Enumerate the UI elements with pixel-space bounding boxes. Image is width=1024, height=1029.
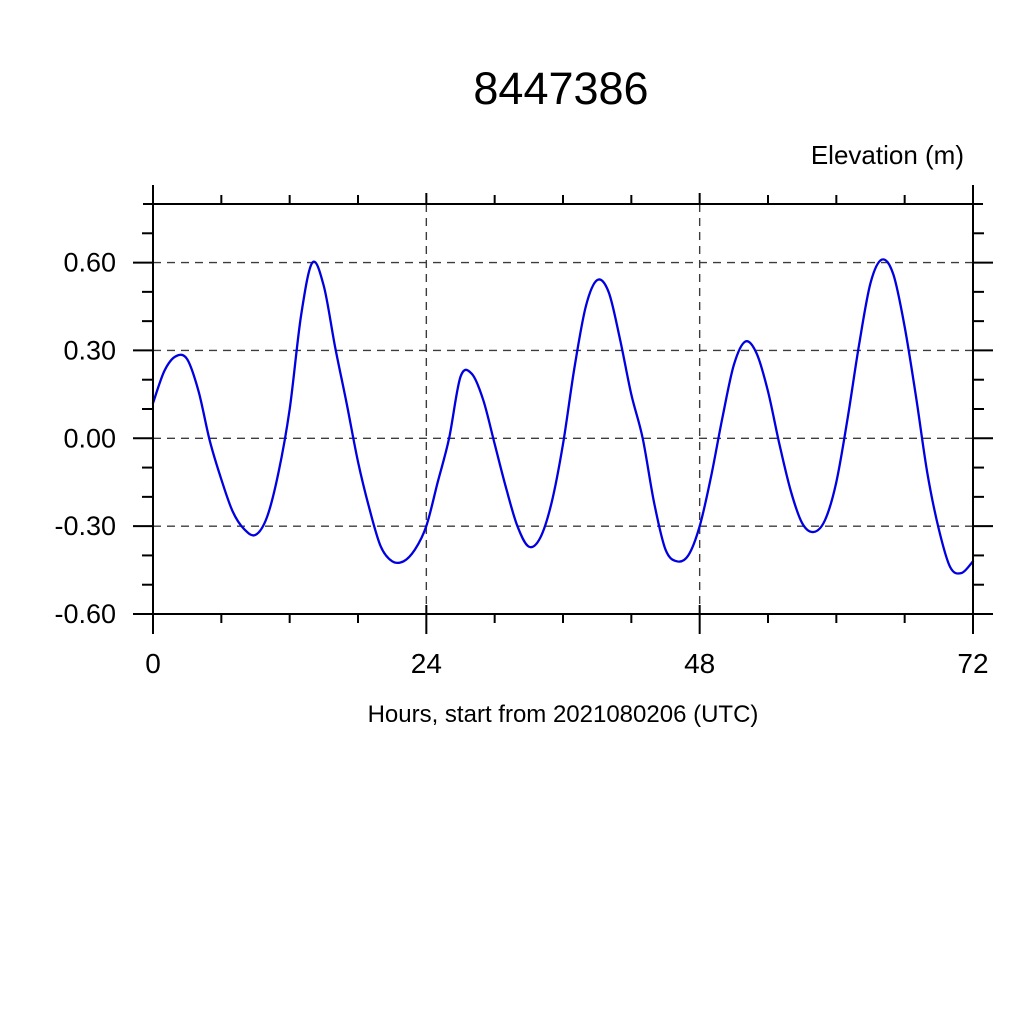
curve-layer xyxy=(151,258,975,575)
y-axis-unit-label: Elevation (m) xyxy=(811,140,964,170)
axes-layer xyxy=(133,185,993,634)
y-tick-label: 0.60 xyxy=(63,248,116,278)
y-tick-label: -0.60 xyxy=(54,599,116,629)
x-axis-title: Hours, start from 2021080206 (UTC) xyxy=(368,701,759,728)
y-tick-label: 0.00 xyxy=(63,423,116,453)
x-tick-label: 48 xyxy=(684,648,715,679)
x-tick-label: 0 xyxy=(145,648,161,679)
tide-elevation-curve xyxy=(151,258,975,575)
y-tick-label: 0.30 xyxy=(63,335,116,365)
x-tick-label: 24 xyxy=(411,648,442,679)
x-tick-label: 72 xyxy=(957,648,988,679)
y-tick-label: -0.30 xyxy=(54,511,116,541)
tick-label-layer: 0.60 0.30 0.00 -0.30 -0.60 0 24 48 72 xyxy=(54,248,988,679)
chart-title: 8447386 xyxy=(473,63,648,114)
